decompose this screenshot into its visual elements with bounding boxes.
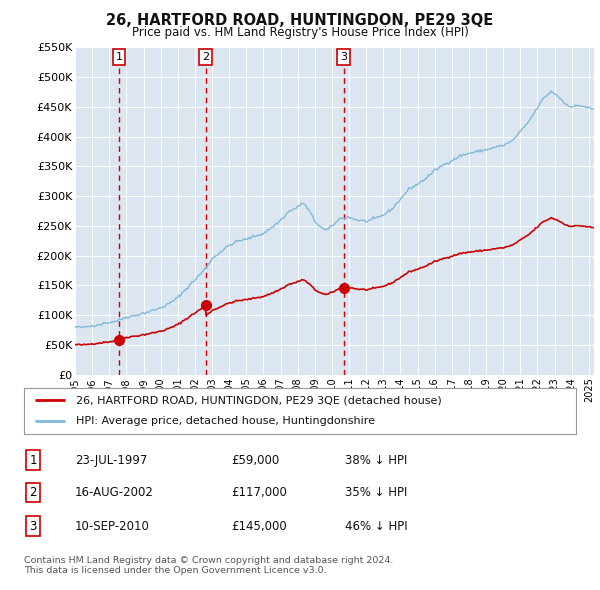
Text: 1: 1 (29, 454, 37, 467)
Text: 38% ↓ HPI: 38% ↓ HPI (345, 454, 407, 467)
Text: 26, HARTFORD ROAD, HUNTINGDON, PE29 3QE (detached house): 26, HARTFORD ROAD, HUNTINGDON, PE29 3QE … (76, 395, 442, 405)
Text: HPI: Average price, detached house, Huntingdonshire: HPI: Average price, detached house, Hunt… (76, 416, 376, 426)
Text: £117,000: £117,000 (231, 486, 287, 499)
Text: 3: 3 (340, 52, 347, 62)
Text: 46% ↓ HPI: 46% ↓ HPI (345, 520, 407, 533)
Text: £59,000: £59,000 (231, 454, 279, 467)
Text: 3: 3 (29, 520, 37, 533)
Text: Price paid vs. HM Land Registry's House Price Index (HPI): Price paid vs. HM Land Registry's House … (131, 26, 469, 39)
Text: 2: 2 (29, 486, 37, 499)
Text: 23-JUL-1997: 23-JUL-1997 (75, 454, 148, 467)
Text: 26, HARTFORD ROAD, HUNTINGDON, PE29 3QE: 26, HARTFORD ROAD, HUNTINGDON, PE29 3QE (106, 13, 494, 28)
Text: Contains HM Land Registry data © Crown copyright and database right 2024.
This d: Contains HM Land Registry data © Crown c… (24, 556, 394, 575)
Text: 2: 2 (202, 52, 209, 62)
Text: 1: 1 (115, 52, 122, 62)
Text: £145,000: £145,000 (231, 520, 287, 533)
Text: 35% ↓ HPI: 35% ↓ HPI (345, 486, 407, 499)
Text: 16-AUG-2002: 16-AUG-2002 (75, 486, 154, 499)
Text: 10-SEP-2010: 10-SEP-2010 (75, 520, 150, 533)
